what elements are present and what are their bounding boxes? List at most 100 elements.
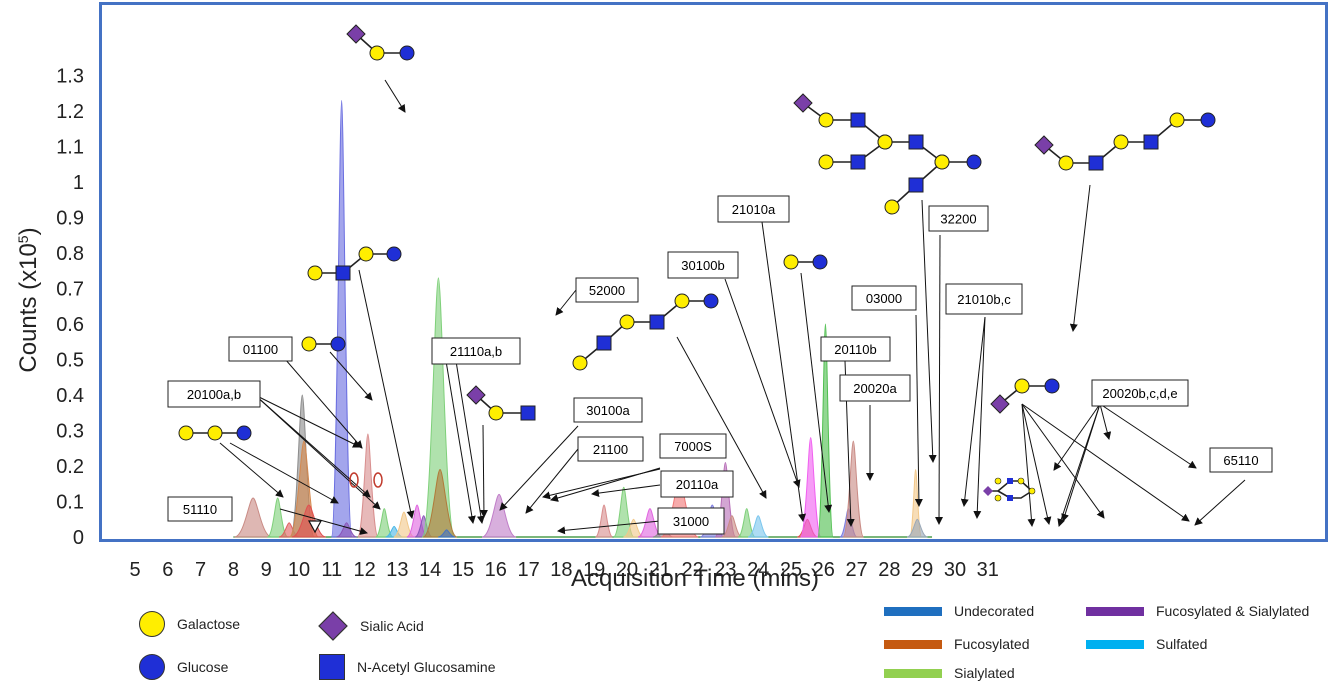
label-box — [928, 205, 989, 232]
chromatogram-peak — [817, 323, 834, 538]
label-box — [573, 397, 643, 423]
y-tick-label: 0.7 — [56, 279, 84, 301]
chromatogram-peak — [357, 433, 379, 538]
plot-frame — [99, 2, 1328, 542]
glucose-icon — [1200, 112, 1216, 128]
y-tick-label: 0 — [73, 527, 84, 549]
label-box — [660, 470, 734, 498]
fucosylated-swatch — [884, 639, 942, 649]
label-21010a: 21010a — [717, 195, 790, 223]
annotation-arrow — [229, 442, 339, 504]
galactose-icon — [1058, 155, 1074, 171]
sialic-acid-icon — [318, 611, 348, 641]
glucose-icon — [812, 254, 828, 270]
x-tick-label: 27 — [845, 559, 867, 581]
annotation-arrow — [724, 278, 801, 488]
galactose-icon — [301, 336, 317, 352]
chromatogram-peak — [799, 437, 822, 538]
ring-marker-icon — [373, 472, 383, 488]
chromatogram-peak — [747, 515, 769, 538]
chromatogram-peak — [842, 440, 865, 538]
glucose-icon — [1044, 378, 1060, 394]
galactose-icon — [818, 154, 834, 170]
y-tick-label: 0.6 — [56, 314, 84, 336]
annotation-arrow — [761, 221, 807, 522]
annotation-arrow — [1021, 403, 1052, 525]
glucose-icon — [139, 654, 165, 680]
label-text: 20100a,b — [187, 387, 241, 402]
label-52000: 52000 — [575, 277, 639, 303]
ring-marker-icon — [349, 472, 359, 488]
annotation-arrow — [1099, 403, 1112, 440]
x-tick-label: 14 — [419, 559, 441, 581]
legend-sulfated: Sulfated — [1086, 636, 1207, 652]
x-axis: 5 6 7 8 9 10 11 12 13 14 15 16 17 18 19 20 21 22 23 24 25 26 2… — [129, 559, 998, 581]
y-axis-title: Counts (x105) — [15, 227, 42, 372]
glcnac-icon — [520, 405, 536, 421]
chromatogram-peak — [330, 99, 353, 538]
glucose-icon — [386, 246, 402, 262]
annotation-arrow — [284, 358, 363, 449]
label-20110b: 20110b — [820, 336, 891, 362]
label-text: 7000S — [674, 439, 712, 454]
undecorated-swatch — [884, 606, 942, 616]
legend-galactose-label: Galactose — [177, 616, 241, 632]
x-tick-label: 20 — [616, 559, 638, 581]
galactose-icon — [358, 246, 374, 262]
label-text: 65110 — [1223, 453, 1258, 468]
label-box — [839, 374, 911, 402]
label-text: 30100a — [586, 403, 630, 418]
annotation-arrow — [455, 360, 485, 524]
glcnac-icon — [596, 335, 612, 351]
legend-sialic-acid-label: Sialic Acid — [360, 618, 424, 634]
x-tick-label: 23 — [714, 559, 736, 581]
chromatogram-chart: 0 0.1 0.2 0.3 0.4 0.5 0.6 0.7 0.8 0.9 1 1.1 1.2 1.3 5… — [15, 24, 1273, 592]
galactose-icon — [619, 314, 635, 330]
label-7000S: 7000S — [659, 433, 727, 459]
y-tick-label: 0.2 — [56, 456, 84, 478]
label-20020a: 20020a — [839, 374, 911, 402]
x-tick-label: 17 — [517, 559, 539, 581]
x-tick-label: 26 — [813, 559, 835, 581]
chromatogram-peak — [421, 277, 456, 538]
fuc-sia-swatch — [1086, 606, 1144, 616]
legend-glcnac-label: N-Acetyl Glucosamine — [357, 659, 496, 675]
x-tick-label: 21 — [649, 559, 671, 581]
y-axis: 0 0.1 0.2 0.3 0.4 0.5 0.6 0.7 0.8 0.9 1 1.1 1.2 1.3 — [56, 66, 84, 550]
annotation-arrow — [525, 448, 579, 514]
legend-glucose-label: Glucose — [177, 659, 229, 675]
label-03000: 03000 — [851, 285, 917, 311]
peaks-layer — [233, 99, 933, 538]
glucose-icon — [330, 336, 346, 352]
galactose-icon — [207, 425, 223, 441]
label-text: 30100b — [681, 258, 724, 273]
y-tick-label: 0.8 — [56, 243, 84, 265]
chromatogram-peak — [422, 469, 458, 538]
annotation-arrow — [254, 394, 361, 448]
y-tick-label: 0.4 — [56, 385, 84, 407]
triangle-marker-icon — [307, 520, 323, 534]
label-text: 21110a,b — [450, 344, 502, 359]
glcnac-icon — [1143, 134, 1159, 150]
annotation-arrow — [479, 424, 488, 518]
label-30100b: 30100b — [667, 251, 739, 279]
x-tick-label: 13 — [386, 559, 408, 581]
annotation-arrow — [499, 425, 579, 511]
glycan-structures — [178, 24, 1216, 502]
label-21010bc: 21010b,c — [945, 283, 1023, 315]
legend-fuc-sia: Fucosylated & Sialylated — [1086, 603, 1309, 619]
annotation-arrow — [1021, 403, 1105, 519]
galactose-icon — [783, 254, 799, 270]
chromatogram-peak — [721, 515, 743, 538]
y-tick-label: 1.3 — [56, 66, 84, 88]
annotation-arrow — [960, 316, 986, 507]
chromatogram-peak — [906, 518, 928, 538]
galactose-icon — [1169, 112, 1185, 128]
label-text: 21010a — [732, 202, 776, 217]
glcnac-icon — [908, 134, 924, 150]
x-tick-label: 6 — [162, 559, 173, 581]
label-box — [667, 251, 739, 279]
galactose-icon — [994, 494, 1002, 502]
y-tick-label: 1.2 — [56, 101, 84, 123]
galactose-icon — [369, 45, 385, 61]
